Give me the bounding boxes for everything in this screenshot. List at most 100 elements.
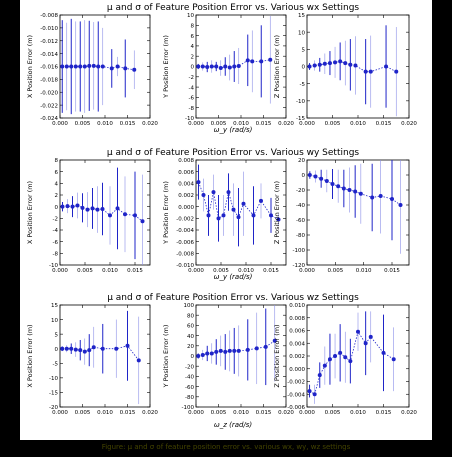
data-point (218, 66, 223, 71)
data-point (378, 194, 383, 198)
data-point (226, 190, 231, 195)
x-tick-label: 0.010 (233, 121, 249, 127)
y-tick-label: -20 (49, 405, 58, 411)
subplot-1-1: 0.008 0.006 0.004 0.002 0.000 -0.002 -0.004 -0.… (162, 158, 287, 274)
series-layer (307, 25, 399, 117)
y-tick-label: 8 (55, 158, 59, 164)
x-tick-label: 0.000 (299, 121, 315, 127)
data-point (85, 207, 90, 212)
data-point (317, 373, 322, 378)
plot-area (59, 14, 151, 119)
y-tick-label: 5 (302, 48, 306, 54)
data-point (391, 357, 396, 362)
subplot-1-0: 8 6 4 2 0 -2 -4 -6 -8 -100.000 0.005 0.010 0.015 X Po… (26, 158, 151, 274)
x-tick-label: 0.020 (278, 121, 294, 127)
data-point (140, 219, 145, 224)
data-point (82, 349, 87, 354)
x-tick-label: 0.010 (356, 268, 372, 274)
x-tick-label: 0.015 (120, 121, 136, 127)
data-point (236, 215, 241, 220)
x-tick-label: 0.010 (97, 410, 113, 416)
y-axis-label: Y Position Error (m) (162, 181, 170, 245)
y-tick-label: -0.002 (176, 217, 194, 223)
chart-row-1: μ and σ of Feature Position Error vs. Va… (26, 148, 410, 281)
data-point (338, 350, 343, 355)
data-point (268, 57, 273, 62)
y-tick-label: 15 (298, 13, 305, 19)
data-point (73, 347, 78, 352)
x-tick-label: 0.005 (327, 268, 343, 274)
data-point (100, 346, 105, 351)
data-point (196, 354, 201, 358)
data-point (206, 213, 211, 218)
x-tick-label: 0.000 (299, 410, 315, 416)
y-tick-label: 2 (55, 193, 59, 199)
data-point (259, 198, 263, 203)
chart-row-0: μ and σ of Feature Position Error vs. Va… (26, 3, 417, 134)
plot-area (59, 159, 151, 266)
data-point (324, 179, 329, 183)
subplot-2-2: 0.010 0.008 0.006 0.004 0.002 0.000 -0.002 -0.0… (273, 303, 417, 416)
y-tick-label: -20 (185, 364, 194, 370)
x-tick-label: 0.000 (188, 121, 204, 127)
data-point (69, 64, 74, 69)
data-point (108, 213, 112, 218)
y-tick-label: -0.002 (287, 380, 305, 386)
series-layer (307, 311, 396, 404)
plot-area (306, 14, 410, 119)
x-tick-label: 0.005 (325, 121, 341, 127)
x-tick-label: 0.000 (52, 410, 68, 416)
data-point (115, 206, 120, 211)
data-point (319, 176, 324, 181)
y-tick-label: 0.004 (289, 341, 305, 347)
y-tick-label: -15 (296, 116, 305, 122)
y-axis-label: X Position Error (m) (26, 324, 34, 387)
data-point (214, 64, 219, 69)
data-point (209, 64, 214, 69)
y-tick-label: -5 (53, 361, 59, 367)
y-tick-label: -0.020 (40, 90, 58, 96)
y-tick-label: -80 (185, 395, 194, 401)
data-point (221, 213, 226, 218)
y-tick-label: 0.006 (289, 329, 305, 335)
y-tick-label: -40 (296, 203, 305, 209)
data-point (100, 64, 105, 69)
data-point (205, 65, 210, 70)
y-tick-label: 0.010 (289, 303, 305, 309)
y-tick-label: -0.022 (40, 103, 58, 109)
x-tick-label: 0.010 (102, 268, 118, 274)
data-point (209, 351, 214, 356)
data-point (394, 69, 399, 74)
x-tick-label: 0.015 (263, 268, 279, 274)
x-tick-label: 0.020 (142, 410, 158, 416)
y-tick-label: 2 (191, 54, 195, 60)
y-tick-label: 0.000 (178, 205, 194, 211)
y-tick-label: -0.010 (176, 263, 194, 269)
data-point (312, 392, 317, 397)
y-tick-label: 6 (191, 34, 195, 40)
subplot-0-0: -0.008 -0.010 -0.012 -0.014 -0.016 -0.018 -0.0… (26, 13, 158, 127)
y-tick-label: -4 (53, 228, 59, 234)
data-point (196, 64, 201, 69)
y-tick-label: -0.018 (40, 78, 58, 84)
data-point (327, 61, 332, 66)
data-point (87, 63, 92, 68)
data-point (269, 213, 273, 218)
data-point (64, 64, 69, 69)
data-point (123, 212, 127, 217)
y-tick-label: 80 (187, 313, 194, 319)
data-point (250, 59, 255, 64)
data-point (343, 61, 348, 66)
data-point (236, 348, 241, 353)
data-point (381, 350, 386, 355)
series-layer (196, 305, 277, 386)
y-axis-label: Y Position Error (m) (162, 325, 170, 389)
x-tick-label: 0.015 (127, 268, 143, 274)
y-axis-label: X Position Error (m) (26, 35, 34, 98)
y-tick-label: 0 (55, 205, 59, 211)
y-tick-label: -10 (49, 376, 58, 382)
y-tick-label: -0.008 (176, 252, 194, 258)
data-point (272, 338, 277, 343)
data-point (263, 344, 268, 349)
